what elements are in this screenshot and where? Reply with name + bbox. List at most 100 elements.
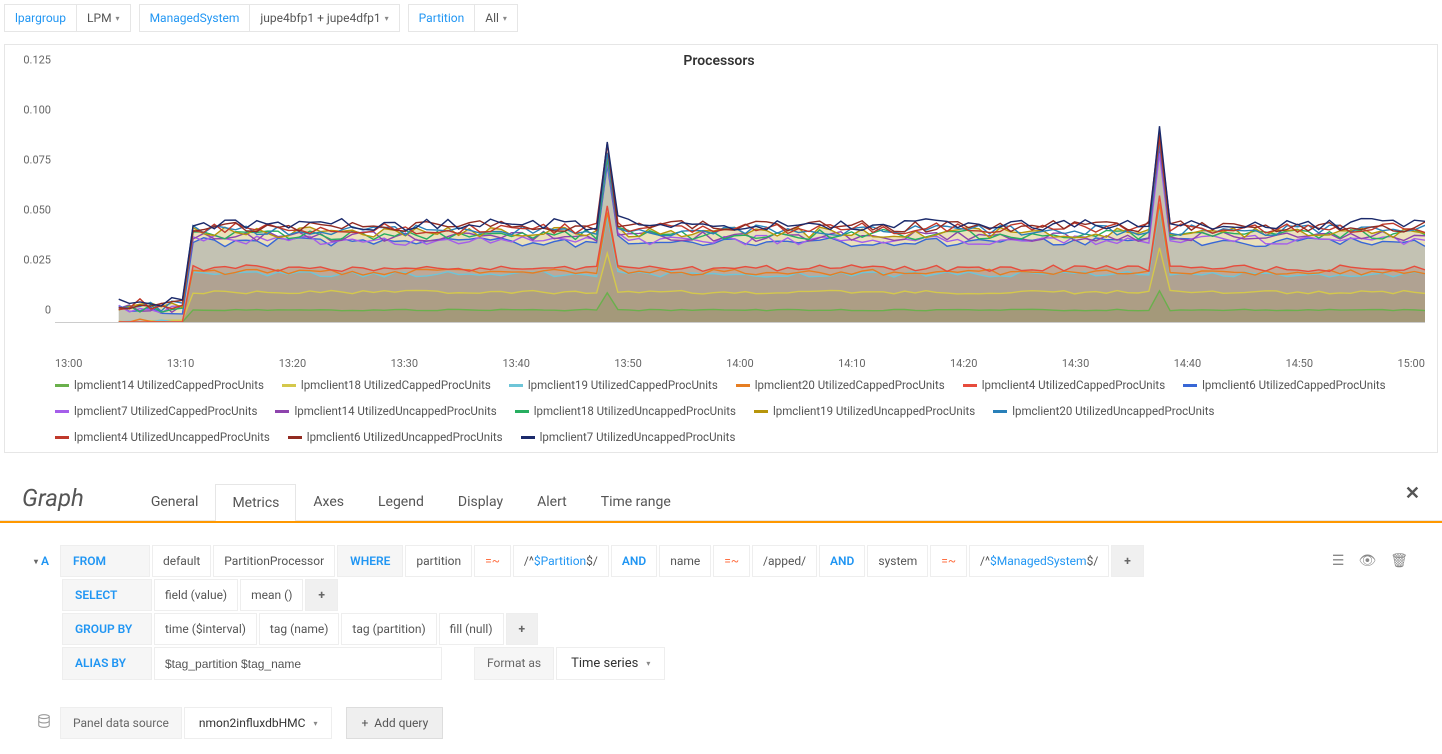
legend-item[interactable]: lpmclient19 UtilizedCappedProcUnits bbox=[509, 378, 718, 392]
where-field[interactable]: name bbox=[659, 545, 711, 577]
legend-item[interactable]: lpmclient4 UtilizedUncappedProcUnits bbox=[55, 430, 270, 444]
datasource-label: Panel data source bbox=[60, 707, 182, 739]
legend-label: lpmclient6 UtilizedCappedProcUnits bbox=[1202, 378, 1385, 392]
filter-label[interactable]: Partition bbox=[408, 4, 476, 32]
x-tick-label: 13:30 bbox=[391, 357, 418, 370]
where-operator[interactable]: =~ bbox=[474, 545, 511, 577]
from-measurement[interactable]: PartitionProcessor bbox=[213, 545, 335, 577]
tab-display[interactable]: Display bbox=[441, 483, 520, 520]
legend-label: lpmclient7 UtilizedUncappedProcUnits bbox=[540, 430, 736, 444]
legend-item[interactable]: lpmclient7 UtilizedUncappedProcUnits bbox=[521, 430, 736, 444]
legend-swatch bbox=[736, 384, 750, 387]
add-select-button[interactable]: + bbox=[305, 579, 338, 611]
legend-item[interactable]: lpmclient20 UtilizedUncappedProcUnits bbox=[993, 404, 1214, 418]
legend-label: lpmclient20 UtilizedUncappedProcUnits bbox=[1012, 404, 1214, 418]
where-field[interactable]: partition bbox=[405, 545, 472, 577]
legend-item[interactable]: lpmclient7 UtilizedCappedProcUnits bbox=[55, 404, 257, 418]
groupby-part[interactable]: fill (null) bbox=[439, 613, 504, 645]
filter-value-dropdown[interactable]: LPM ▾ bbox=[77, 4, 131, 32]
spacer bbox=[30, 647, 60, 680]
filter-label[interactable]: lpargroup bbox=[4, 4, 77, 32]
aliasby-input[interactable] bbox=[154, 647, 442, 680]
format-as-label: Format as bbox=[474, 647, 554, 680]
chevron-down-icon: ▾ bbox=[116, 14, 120, 23]
legend-swatch bbox=[515, 410, 529, 413]
tab-time-range[interactable]: Time range bbox=[584, 483, 688, 520]
where-operator[interactable]: =~ bbox=[930, 545, 967, 577]
query-row-select: SELECT field (value) mean () + bbox=[30, 579, 1412, 611]
x-tick-label: 14:30 bbox=[1062, 357, 1089, 370]
where-field[interactable]: system bbox=[867, 545, 928, 577]
legend-item[interactable]: lpmclient18 UtilizedCappedProcUnits bbox=[282, 378, 491, 392]
datasource-select[interactable]: nmon2influxdbHMC ▾ bbox=[184, 707, 333, 739]
legend-label: lpmclient6 UtilizedUncappedProcUnits bbox=[307, 430, 503, 444]
legend-swatch bbox=[55, 436, 69, 439]
legend-swatch bbox=[993, 410, 1007, 413]
legend-swatch bbox=[963, 384, 977, 387]
tab-legend[interactable]: Legend bbox=[361, 483, 441, 520]
legend-item[interactable]: lpmclient6 UtilizedUncappedProcUnits bbox=[288, 430, 503, 444]
editor-tabs: GeneralMetricsAxesLegendDisplayAlertTime… bbox=[134, 483, 688, 520]
select-part[interactable]: field (value) bbox=[154, 579, 238, 611]
tab-metrics[interactable]: Metrics bbox=[215, 484, 296, 521]
close-icon[interactable]: ✕ bbox=[1405, 483, 1420, 504]
add-groupby-button[interactable]: + bbox=[506, 613, 539, 645]
groupby-part[interactable]: tag (partition) bbox=[341, 613, 436, 645]
trash-icon[interactable]: 🗑 bbox=[1390, 553, 1408, 569]
where-value[interactable]: /apped/ bbox=[752, 545, 817, 577]
where-value[interactable]: /^$Partition$/ bbox=[513, 545, 609, 577]
filter-lpargroup: lpargroup LPM ▾ bbox=[4, 4, 131, 32]
tab-axes[interactable]: Axes bbox=[296, 483, 361, 520]
groupby-part[interactable]: time ($interval) bbox=[154, 613, 257, 645]
legend-swatch bbox=[521, 436, 535, 439]
x-tick-label: 15:00 bbox=[1398, 357, 1425, 370]
plus-icon: + bbox=[361, 716, 368, 730]
where-operator[interactable]: =~ bbox=[713, 545, 750, 577]
where-value[interactable]: /^$ManagedSystem$/ bbox=[969, 545, 1109, 577]
chevron-down-icon: ▾ bbox=[503, 14, 507, 23]
add-query-label: Add query bbox=[374, 716, 428, 730]
format-as-value: Time series bbox=[571, 656, 638, 671]
query-row-aliasby: ALIAS BY Format as Time series ▾ bbox=[30, 647, 1412, 680]
query-toggle[interactable]: ▾ A bbox=[30, 545, 58, 577]
y-tick-label: 0.025 bbox=[23, 254, 51, 267]
add-query-button[interactable]: + Add query bbox=[346, 707, 443, 739]
add-where-button[interactable]: + bbox=[1111, 545, 1144, 577]
filter-value-dropdown[interactable]: All ▾ bbox=[475, 4, 518, 32]
legend-item[interactable]: lpmclient18 UtilizedUncappedProcUnits bbox=[515, 404, 736, 418]
query-row-actions: ☰ 👁 🗑 bbox=[1328, 545, 1412, 577]
filter-value-dropdown[interactable]: jupe4bfp1 + jupe4dfp1 ▾ bbox=[250, 4, 399, 32]
legend-item[interactable]: lpmclient6 UtilizedCappedProcUnits bbox=[1183, 378, 1385, 392]
legend-item[interactable]: lpmclient19 UtilizedUncappedProcUnits bbox=[754, 404, 975, 418]
query-editor: ▾ A FROM default PartitionProcessor WHER… bbox=[0, 523, 1442, 694]
chart-legend: lpmclient14 UtilizedCappedProcUnits lpmcl… bbox=[55, 378, 1425, 444]
tab-alert[interactable]: Alert bbox=[520, 483, 584, 520]
legend-item[interactable]: lpmclient14 UtilizedUncappedProcUnits bbox=[275, 404, 496, 418]
tab-general[interactable]: General bbox=[134, 483, 216, 520]
legend-swatch bbox=[754, 410, 768, 413]
legend-item[interactable]: lpmclient4 UtilizedCappedProcUnits bbox=[963, 378, 1165, 392]
groupby-part[interactable]: tag (name) bbox=[259, 613, 340, 645]
menu-icon[interactable]: ☰ bbox=[1332, 553, 1345, 569]
from-policy[interactable]: default bbox=[152, 545, 211, 577]
aliasby-keyword: ALIAS BY bbox=[62, 647, 152, 680]
chart-plot[interactable] bbox=[55, 73, 1425, 323]
select-keyword: SELECT bbox=[62, 579, 152, 611]
eye-icon[interactable]: 👁 bbox=[1358, 553, 1376, 569]
legend-item[interactable]: lpmclient14 UtilizedCappedProcUnits bbox=[55, 378, 264, 392]
filter-partition: Partition All ▾ bbox=[408, 4, 518, 32]
legend-label: lpmclient18 UtilizedCappedProcUnits bbox=[301, 378, 491, 392]
datasource-bar: Panel data source nmon2influxdbHMC ▾ + A… bbox=[0, 694, 1442, 752]
format-as-select[interactable]: Time series ▾ bbox=[556, 647, 665, 680]
legend-label: lpmclient20 UtilizedCappedProcUnits bbox=[755, 378, 945, 392]
x-tick-label: 14:20 bbox=[950, 357, 977, 370]
y-tick-label: 0.125 bbox=[23, 54, 51, 67]
legend-item[interactable]: lpmclient20 UtilizedCappedProcUnits bbox=[736, 378, 945, 392]
chevron-down-icon: ▾ bbox=[646, 659, 650, 668]
chart-area: 00.0250.0500.0750.1000.125 bbox=[13, 73, 1425, 353]
y-tick-label: 0.100 bbox=[23, 104, 51, 117]
filter-label[interactable]: ManagedSystem bbox=[139, 4, 251, 32]
legend-label: lpmclient19 UtilizedUncappedProcUnits bbox=[773, 404, 975, 418]
and-keyword: AND bbox=[819, 545, 865, 577]
select-part[interactable]: mean () bbox=[240, 579, 303, 611]
